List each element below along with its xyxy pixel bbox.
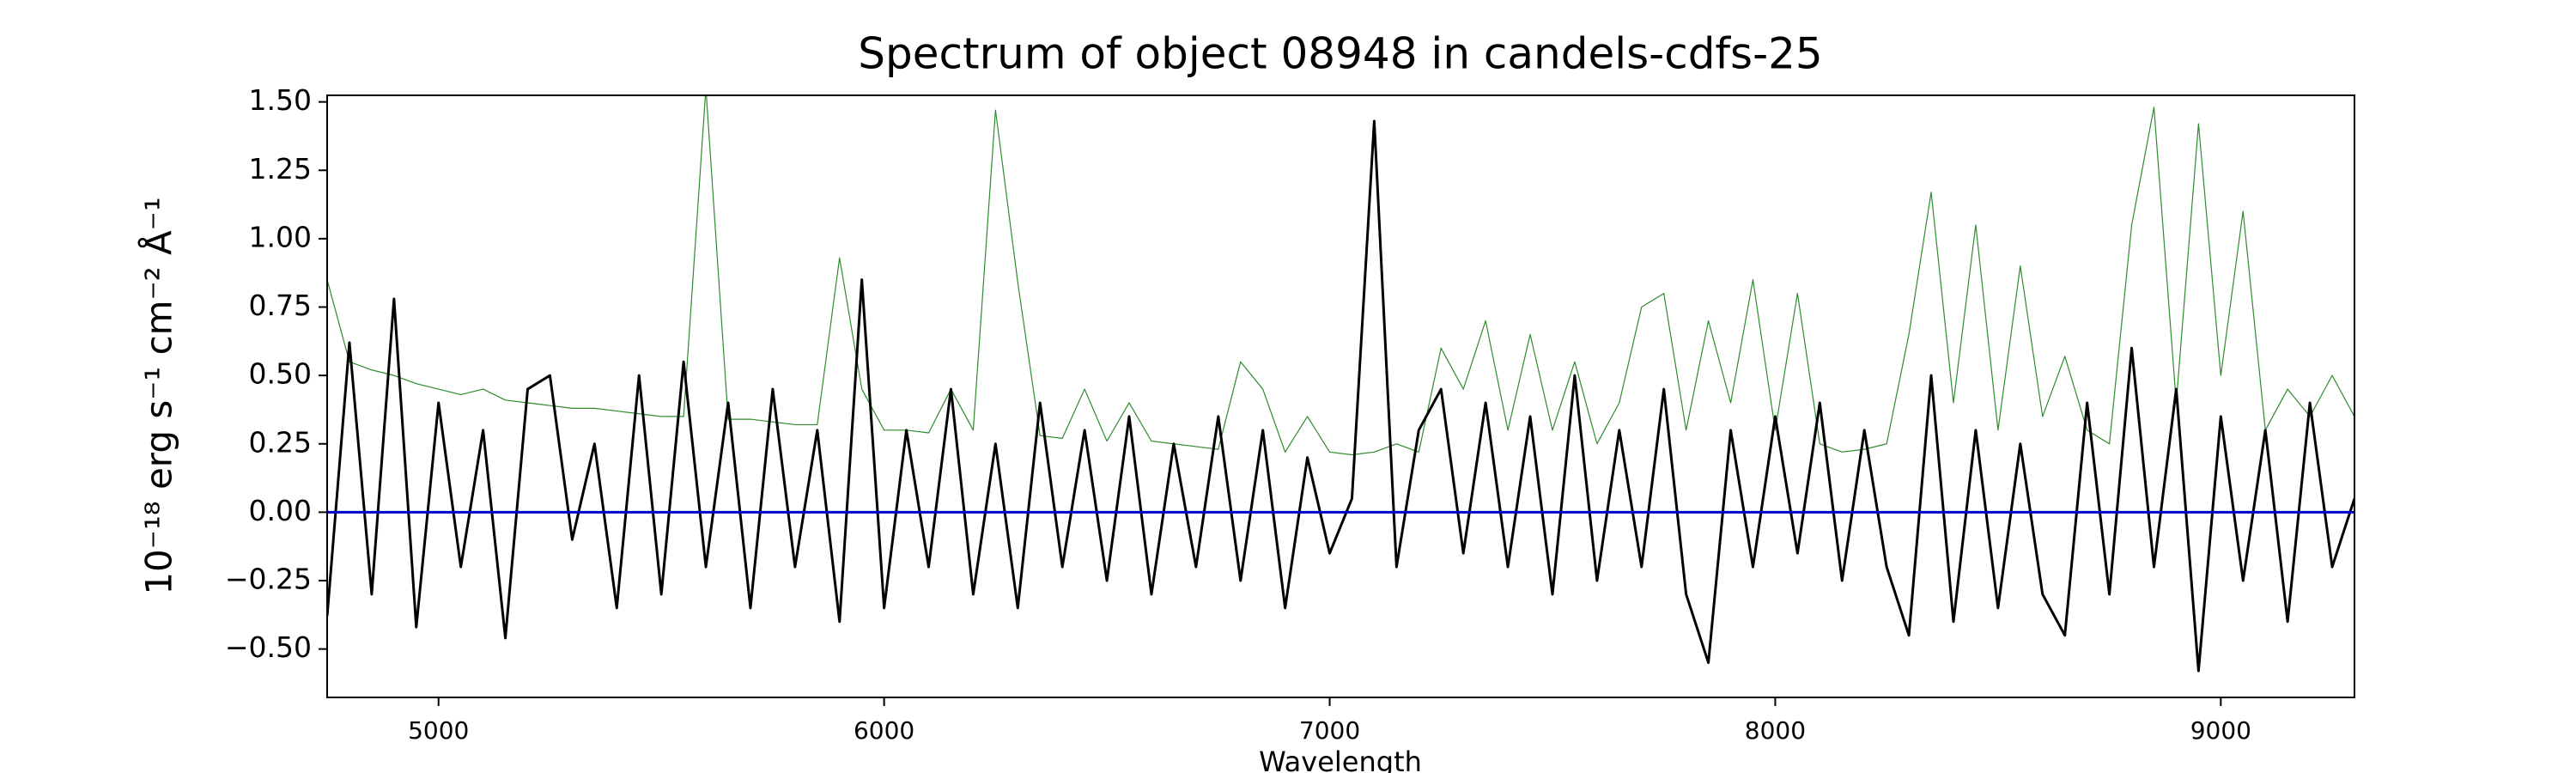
y-tick-label: 0.75 (249, 289, 312, 322)
x-tick-label: 6000 (854, 716, 914, 745)
y-tick-label: 0.50 (249, 357, 312, 391)
x-axis-label: Wavelength (1259, 746, 1422, 773)
y-tick-label: 1.25 (249, 152, 312, 186)
y-tick-label: 1.00 (249, 220, 312, 253)
x-tick-label: 7000 (1299, 716, 1360, 745)
y-tick-label: 0.25 (249, 425, 312, 459)
y-axis-label: 10⁻¹⁸ erg s⁻¹ cm⁻² Å⁻¹ (137, 197, 180, 594)
series-line (327, 119, 2354, 673)
y-tick-label: −0.25 (225, 563, 312, 596)
x-tick-label: 8000 (1745, 716, 1806, 745)
y-tick-label: 1.50 (249, 83, 312, 117)
chart-title: Spectrum of object 08948 in candels-cdfs… (858, 29, 1823, 79)
x-tick-label: 5000 (408, 716, 469, 745)
y-tick-label: −0.50 (225, 630, 312, 664)
axes-frame (326, 94, 2355, 698)
series-line (327, 95, 2354, 456)
x-tick-label: 9000 (2190, 716, 2251, 745)
plot-area (327, 95, 2354, 673)
y-tick-label: 0.00 (249, 494, 312, 527)
